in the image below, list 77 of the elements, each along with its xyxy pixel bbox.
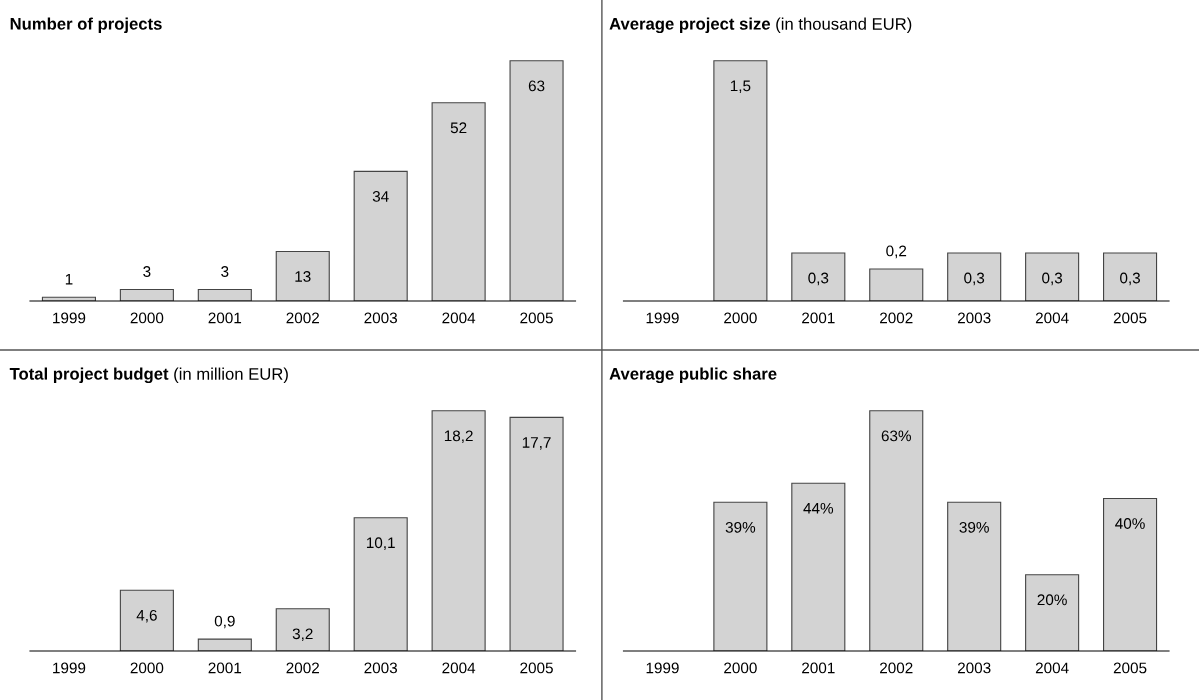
- data-label: 52: [450, 122, 467, 134]
- x-tick-label: 1999: [53, 662, 86, 674]
- bar: [509, 416, 564, 651]
- bar: [431, 102, 486, 301]
- x-tick-label: 2004: [442, 662, 476, 674]
- bar: [119, 289, 174, 301]
- data-label: 0,3: [1042, 272, 1063, 286]
- data-label: 10,1: [366, 537, 395, 550]
- bar: [275, 250, 330, 301]
- x-tick-label: 2000: [724, 312, 757, 324]
- data-label: 34: [372, 190, 389, 202]
- x-tick-label: 2004: [442, 312, 476, 324]
- bar: [353, 517, 408, 651]
- x-tick-label: 2005: [1113, 312, 1147, 324]
- bar: [1103, 497, 1158, 651]
- chart-title: Average project size: [609, 17, 771, 34]
- chart-title: Number of projects: [10, 17, 162, 34]
- chart-title: Average public share: [609, 367, 777, 384]
- data-label: 3: [221, 266, 229, 277]
- x-tick-label: 2001: [802, 662, 835, 674]
- x-tick-label: 1999: [646, 662, 679, 674]
- chart-subtitle: (in thousand EUR): [776, 17, 912, 34]
- x-tick-label: 2002: [880, 312, 913, 324]
- bar: [713, 501, 768, 651]
- data-label: 39%: [725, 521, 756, 533]
- chart-subtitle: (in million EUR): [174, 367, 288, 384]
- bar: [791, 482, 846, 651]
- data-label: 3,2: [292, 628, 313, 642]
- x-tick-label: 2000: [724, 662, 757, 674]
- data-label: 63: [528, 80, 545, 92]
- data-label: 40%: [1115, 518, 1145, 529]
- x-tick-label: 1999: [646, 312, 679, 324]
- x-tick-label: 1999: [53, 312, 86, 324]
- x-tick-label: 2001: [208, 662, 242, 674]
- x-tick-label: 2003: [957, 662, 991, 674]
- bar: [431, 410, 486, 651]
- data-label: 1: [65, 273, 73, 285]
- x-tick-label: 2003: [364, 662, 398, 674]
- data-label: 0,9: [214, 615, 235, 629]
- chart-title: Total project budget: [9, 367, 169, 384]
- x-tick-label: 2002: [286, 662, 319, 674]
- x-tick-label: 2003: [957, 312, 991, 324]
- x-tick-label: 2000: [130, 312, 164, 324]
- data-label: 63%: [881, 430, 911, 442]
- bar: [509, 60, 564, 301]
- x-tick-label: 2002: [880, 662, 913, 674]
- data-label: 3: [143, 266, 151, 277]
- x-tick-label: 2004: [1035, 312, 1069, 324]
- data-label: 17,7: [522, 437, 551, 450]
- data-label: 0,2: [886, 245, 907, 259]
- data-label: 4,6: [136, 609, 157, 623]
- x-tick-label: 2002: [286, 312, 319, 324]
- data-label: 18,2: [444, 430, 473, 444]
- x-tick-label: 2003: [364, 312, 398, 324]
- bar: [947, 501, 1002, 651]
- data-label: 13: [295, 271, 311, 282]
- bar: [353, 170, 408, 301]
- data-label: 1,5: [730, 80, 751, 94]
- data-label: 0,3: [964, 272, 985, 286]
- bar: [119, 589, 174, 651]
- x-tick-label: 2001: [208, 312, 242, 324]
- data-label: 0,3: [1120, 272, 1141, 286]
- data-label: 39%: [959, 521, 989, 533]
- x-tick-label: 2005: [520, 312, 553, 324]
- x-tick-label: 2000: [130, 662, 164, 674]
- data-label: 20%: [1037, 594, 1067, 606]
- bar: [1025, 574, 1080, 651]
- x-tick-label: 2004: [1035, 662, 1069, 674]
- bar: [869, 410, 924, 651]
- bar: [275, 608, 330, 651]
- data-label: 0,3: [808, 272, 829, 286]
- bar: [197, 289, 252, 301]
- x-tick-label: 2005: [520, 662, 553, 674]
- data-label: 44%: [803, 502, 834, 514]
- x-tick-label: 2001: [802, 312, 835, 324]
- bar: [197, 638, 252, 651]
- x-tick-label: 2005: [1113, 662, 1147, 674]
